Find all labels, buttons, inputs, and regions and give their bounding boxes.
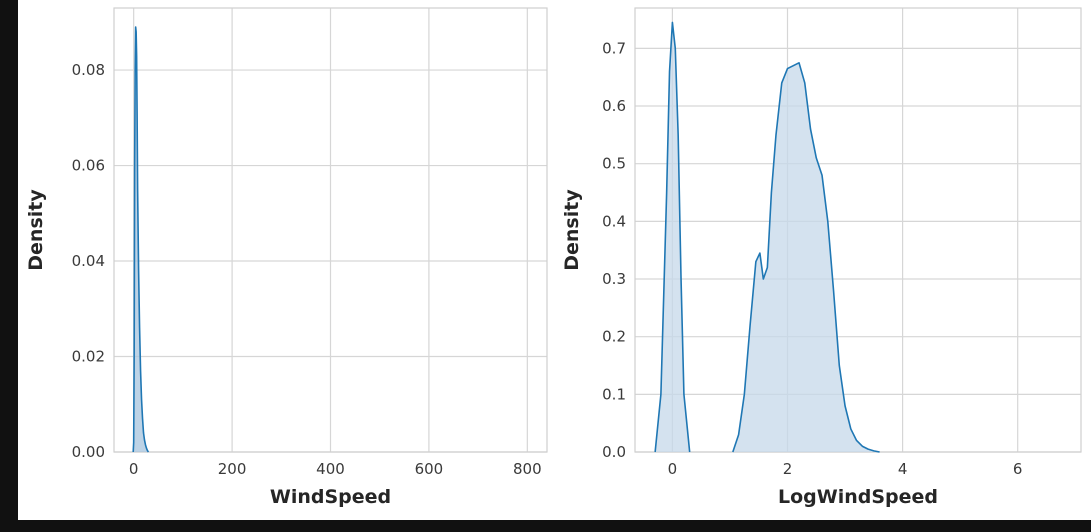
chart1-y-tick-label: 0.08 [72, 61, 105, 79]
chart2-y-tick-label: 0.3 [602, 270, 626, 288]
chart2-y-tick-label: 0.2 [602, 328, 626, 346]
chart2-density-line-1 [654, 21, 691, 453]
chart1-y-tick-label: 0.06 [72, 157, 105, 175]
chart-canvas: 0 200 400 600 8000.000.020.040.060.08WindSpe… [25, 7, 1082, 508]
chart2-y-tick-label: 0.0 [602, 443, 626, 461]
chart1-density-line-1 [132, 26, 150, 453]
chart1-y-tick-label: 0.00 [72, 443, 105, 461]
chart2-y-axis-label: Density [561, 189, 583, 271]
chart2-x-tick-label: 6 [1013, 460, 1023, 478]
chart2-y-tick-label: 0.1 [602, 385, 626, 403]
chart1-x-tick-label: 200 [218, 460, 247, 478]
chart2-y-tick-label: 0.5 [602, 155, 626, 173]
chart2-x-tick-label: 4 [898, 460, 908, 478]
chart2-density-fill-1 [655, 22, 690, 452]
chart1-frame [113, 7, 548, 453]
figure: 0 200 400 600 800 0.00 0.02 0.04 0.06 0.08 WindSpe… [18, 0, 1091, 520]
chart2-density-fill-2 [732, 62, 880, 452]
chart2-x-tick-label: 0 [668, 460, 678, 478]
chart2-frame [634, 7, 1082, 453]
chart2-x-tick-label: 2 [783, 460, 793, 478]
chart1-y-axis-label: Density [25, 189, 47, 271]
chart2-y-tick-label: 0.6 [602, 97, 626, 115]
chart1-x-tick-label: 400 [316, 460, 345, 478]
chart2-density-line-2 [732, 61, 880, 453]
chart2-y-tick-label: 0.7 [602, 39, 626, 57]
chart1-x-axis-label: WindSpeed [270, 486, 391, 508]
chart1-x-tick-label: 600 [415, 460, 444, 478]
chart2-x-axis-label: LogWindSpeed [778, 486, 938, 508]
chart1-y-tick-label: 0.02 [72, 348, 105, 366]
chart1-y-tick-label: 0.04 [72, 252, 105, 270]
chart1-x-tick-label: 0 [129, 460, 139, 478]
chart2-y-tick-label: 0.4 [602, 212, 626, 230]
chart1-x-tick-label: 800 [513, 460, 542, 478]
